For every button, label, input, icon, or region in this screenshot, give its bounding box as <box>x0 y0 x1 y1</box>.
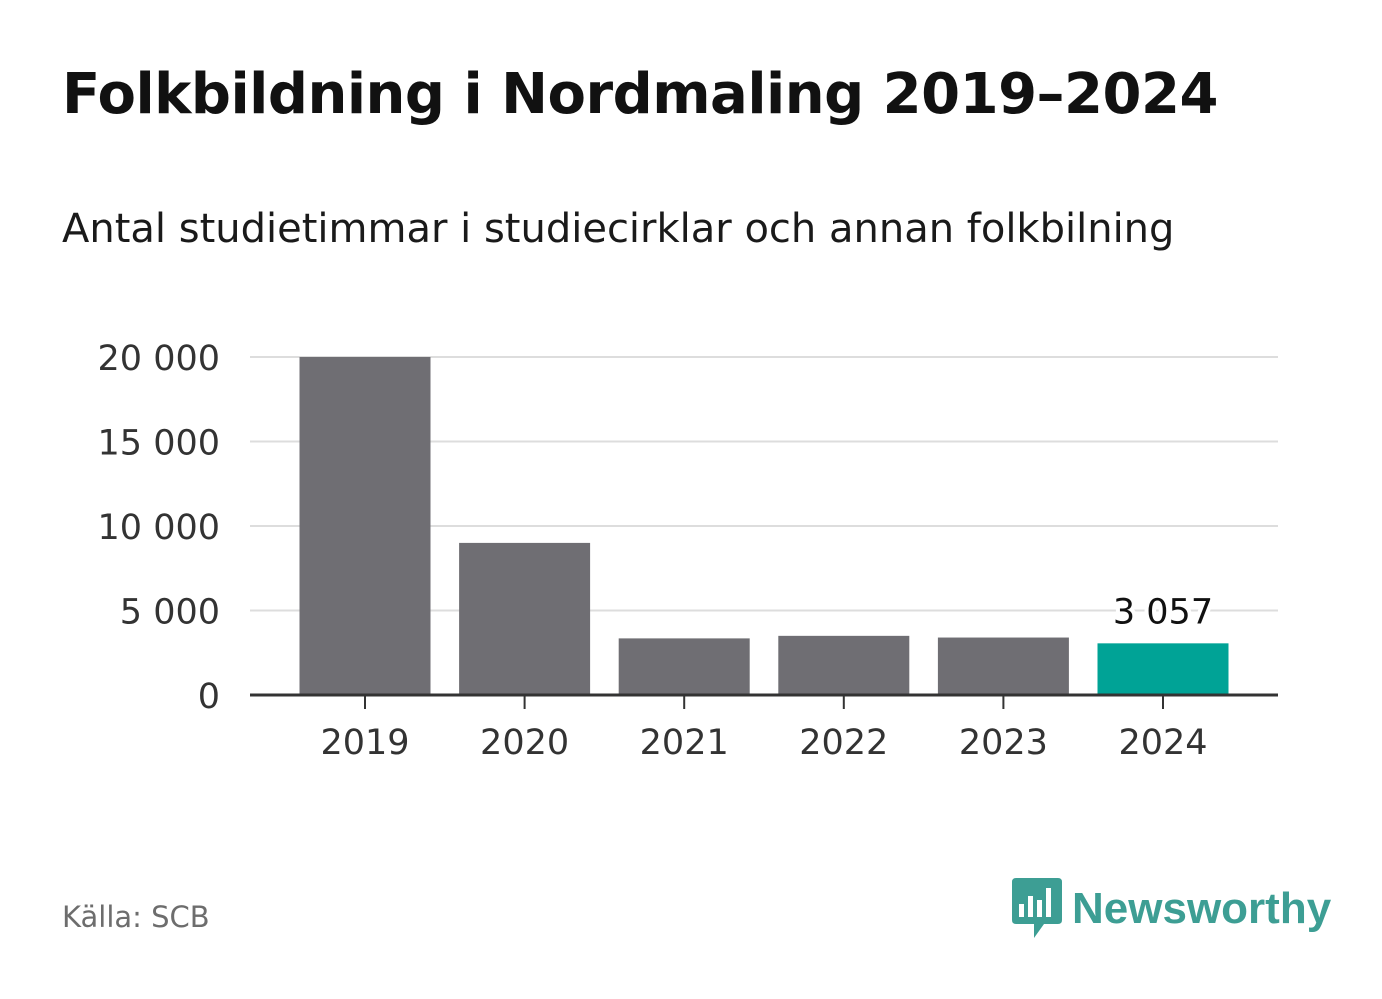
y-tick-label: 5 000 <box>120 593 220 633</box>
bars <box>299 357 1229 695</box>
source-note: Källa: SCB <box>62 900 210 934</box>
axes <box>250 693 1278 709</box>
bar-chart: 0 5 000 10 000 15 000 20 000 2019 2020 2021 2022… <box>98 339 1278 763</box>
chart-subtitle: Antal studietimmar i studiecirklar och a… <box>62 206 1175 252</box>
x-tick-label: 2021 <box>640 723 729 763</box>
x-tick-label: 2024 <box>1118 723 1207 763</box>
y-tick-label: 15 000 <box>98 424 220 464</box>
y-tick-label: 0 <box>198 677 220 717</box>
bar-2019 <box>299 357 431 695</box>
x-tick-label: 2023 <box>959 723 1048 763</box>
brand-logo: Newsworthy <box>1010 878 1331 940</box>
x-tick-label: 2022 <box>799 723 888 763</box>
bar-2024 <box>1097 643 1229 695</box>
x-tick-label: 2019 <box>320 723 409 763</box>
bar-2022 <box>778 635 910 695</box>
y-tick-label: 10 000 <box>98 508 220 548</box>
bar-2020 <box>459 542 591 695</box>
value-label: 3 057 <box>1113 592 1213 632</box>
labels: 0 5 000 10 000 15 000 20 000 2019 2020 2021 2022… <box>98 339 1218 763</box>
chart-title: Folkbildning i Nordmaling 2019–2024 <box>62 62 1218 127</box>
y-tick-label: 20 000 <box>98 339 220 379</box>
x-tick-label: 2020 <box>480 723 569 763</box>
bar-2021 <box>618 638 750 695</box>
bar-chart-bubble-icon <box>1012 878 1062 938</box>
bar-2023 <box>937 637 1069 695</box>
brand-name: Newsworthy <box>1072 884 1332 933</box>
